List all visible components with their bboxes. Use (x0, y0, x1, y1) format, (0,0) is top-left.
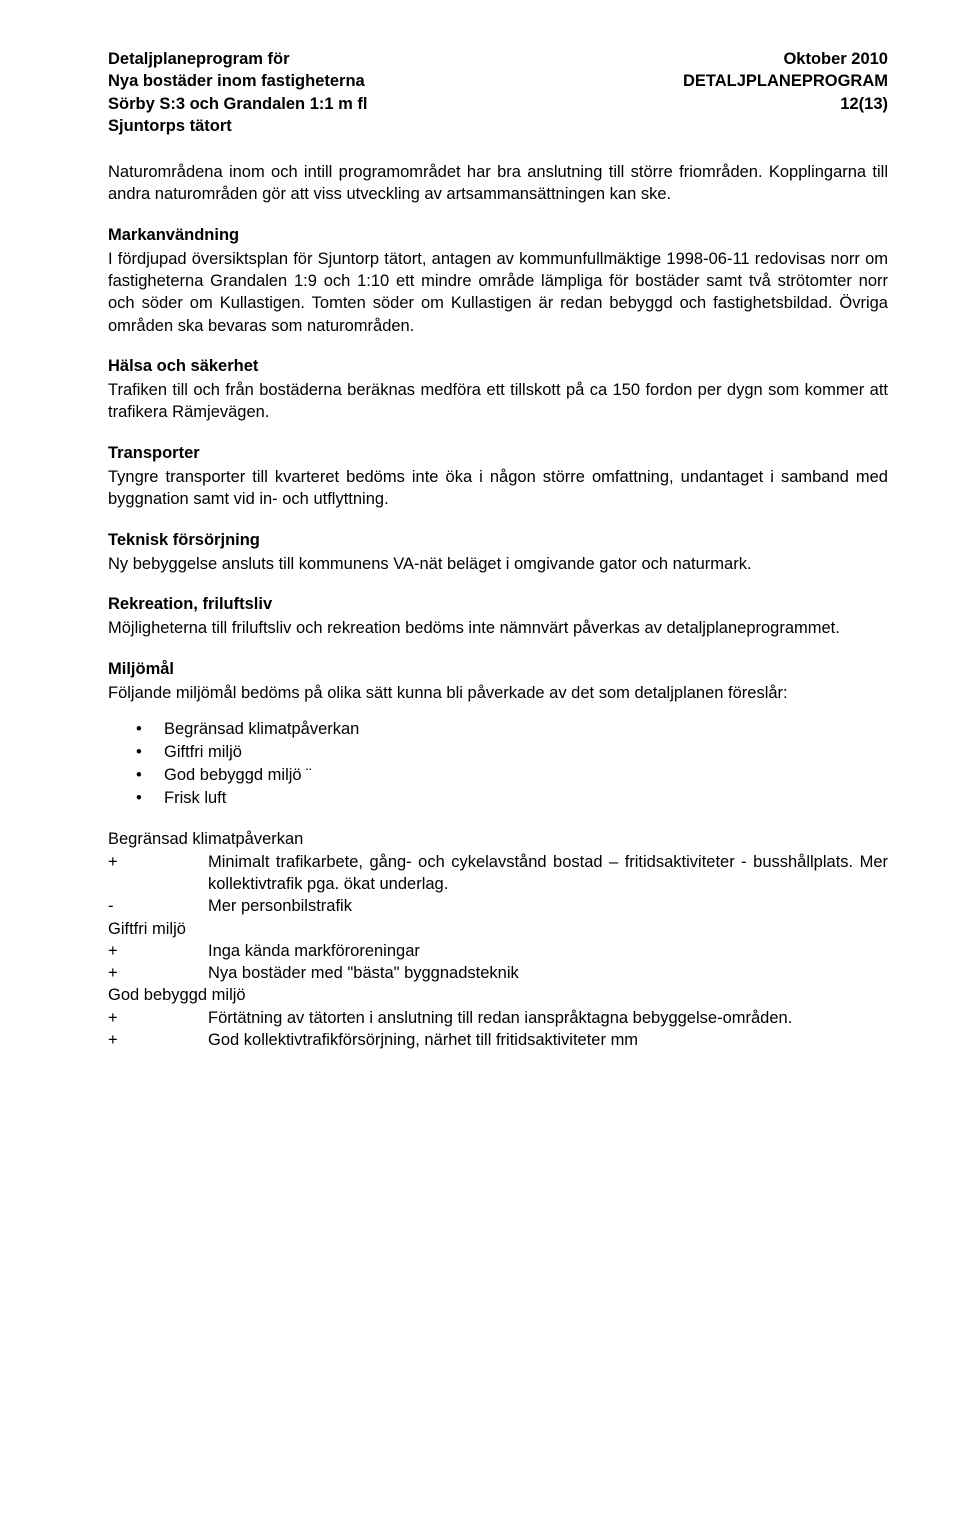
assessment-text: Inga kända markföroreningar (208, 940, 888, 962)
rekreation-text: Möjligheterna till friluftsliv och rekre… (108, 617, 888, 639)
header-left-line2: Nya bostäder inom fastigheterna (108, 70, 367, 92)
assessment-row: + God kollektivtrafikförsörjning, närhet… (108, 1029, 888, 1051)
miljomal-heading: Miljömål (108, 658, 888, 680)
section-halsa: Hälsa och säkerhet Trafiken till och frå… (108, 355, 888, 424)
transporter-heading: Transporter (108, 442, 888, 464)
assessment-row: + Minimalt trafikarbete, gång- och cykel… (108, 851, 888, 896)
assessment-sign: + (108, 1007, 208, 1029)
halsa-text: Trafiken till och från bostäderna beräkn… (108, 379, 888, 424)
markanvandning-heading: Markanvändning (108, 224, 888, 246)
assessment-row: + Inga kända markföroreningar (108, 940, 888, 962)
assessment-title: Begränsad klimatpåverkan (108, 828, 888, 850)
teknisk-text: Ny bebyggelse ansluts till kommunens VA-… (108, 553, 888, 575)
assessment-text: Minimalt trafikarbete, gång- och cykelav… (208, 851, 888, 896)
header-left-line1: Detaljplaneprogram för (108, 48, 367, 70)
bullet-item: Giftfri miljö (136, 741, 888, 764)
header-right-line3: DETALJPLANEPROGRAM (683, 70, 888, 92)
bullet-item: Begränsad klimatpåverkan (136, 718, 888, 741)
header-right: Oktober 2010 DETALJPLANEPROGRAM 12(13) (683, 48, 888, 115)
teknisk-heading: Teknisk försörjning (108, 529, 888, 551)
assessment-text: Nya bostäder med "bästa" byggnadsteknik (208, 962, 888, 984)
section-rekreation: Rekreation, friluftsliv Möjligheterna ti… (108, 593, 888, 640)
assessment-row: + Förtätning av tätorten i anslutning ti… (108, 1007, 888, 1029)
header-left: Detaljplaneprogram för Nya bostäder inom… (108, 48, 367, 137)
assessment-text: God kollektivtrafikförsörjning, närhet t… (208, 1029, 888, 1051)
assessment-title: God bebyggd miljö (108, 984, 888, 1006)
assessment-sign: + (108, 851, 208, 873)
assessment-row: - Mer personbilstrafik (108, 895, 888, 917)
halsa-heading: Hälsa och säkerhet (108, 355, 888, 377)
section-teknisk: Teknisk försörjning Ny bebyggelse anslut… (108, 529, 888, 576)
assessment-giftfri: Giftfri miljö + Inga kända markförorenin… (108, 918, 888, 985)
assessment-sign: - (108, 895, 208, 917)
header-right-line1: Oktober 2010 (683, 48, 888, 70)
assessment-text: Förtätning av tätorten i anslutning till… (208, 1007, 888, 1029)
header-right-line4: 12(13) (683, 93, 888, 115)
miljomal-intro: Följande miljömål bedöms på olika sätt k… (108, 682, 888, 704)
assessment-sign: + (108, 940, 208, 962)
assessment-row: + Nya bostäder med "bästa" byggnadstekni… (108, 962, 888, 984)
rekreation-heading: Rekreation, friluftsliv (108, 593, 888, 615)
document-page: Detaljplaneprogram för Nya bostäder inom… (0, 0, 960, 1521)
section-miljomal: Miljömål Följande miljömål bedöms på oli… (108, 658, 888, 1052)
assessment-text: Mer personbilstrafik (208, 895, 888, 917)
bullet-item: Frisk luft (136, 787, 888, 810)
header-left-line4: Sjuntorps tätort (108, 115, 367, 137)
header-left-line3: Sörby S:3 och Grandalen 1:1 m fl (108, 93, 367, 115)
transporter-text: Tyngre transporter till kvarteret bedöms… (108, 466, 888, 511)
assessment-godbebyggd: God bebyggd miljö + Förtätning av tätort… (108, 984, 888, 1051)
assessment-sign: + (108, 1029, 208, 1051)
intro-paragraph: Naturområdena inom och intill programomr… (108, 161, 888, 206)
miljomal-bullet-list: Begränsad klimatpåverkan Giftfri miljö G… (108, 718, 888, 810)
page-header: Detaljplaneprogram för Nya bostäder inom… (108, 48, 888, 137)
assessment-title: Giftfri miljö (108, 918, 888, 940)
assessment-klimat: Begränsad klimatpåverkan + Minimalt traf… (108, 828, 888, 917)
section-transporter: Transporter Tyngre transporter till kvar… (108, 442, 888, 511)
assessment-sign: + (108, 962, 208, 984)
bullet-item: God bebyggd miljö ¨ (136, 764, 888, 787)
markanvandning-text: I fördjupad översiktsplan för Sjuntorp t… (108, 248, 888, 337)
section-markanvandning: Markanvändning I fördjupad översiktsplan… (108, 224, 888, 337)
